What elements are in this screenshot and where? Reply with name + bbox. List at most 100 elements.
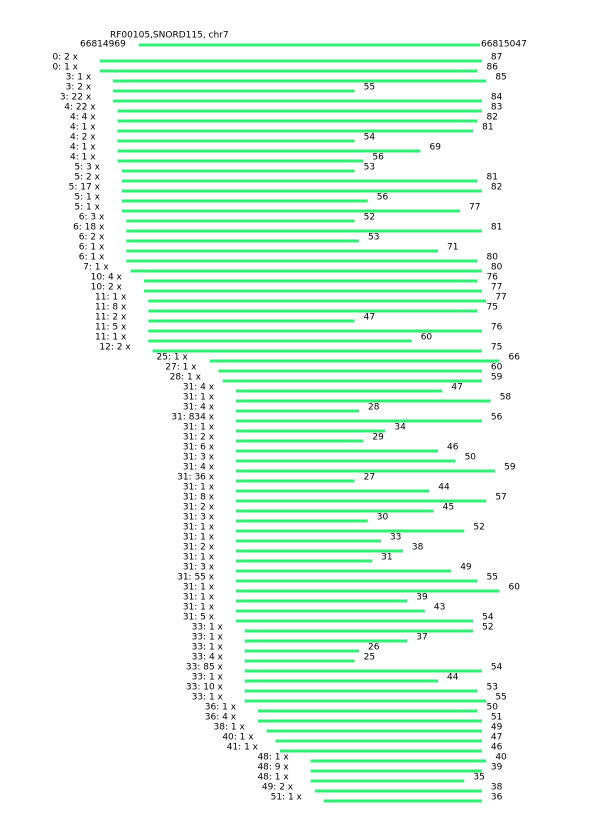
- read-length: 35: [473, 773, 484, 783]
- read-label: 11: 1 x: [95, 333, 127, 343]
- read-label: 10: 2 x: [91, 283, 123, 293]
- read-length: 71: [447, 243, 458, 253]
- read-label: 31: 1 x: [183, 603, 215, 613]
- read-length: 77: [495, 293, 506, 303]
- read-length: 82: [491, 183, 502, 193]
- read-label: 31: 8 x: [183, 493, 215, 503]
- read-label: 12: 2 x: [99, 343, 131, 353]
- read-label: 41: 1 x: [227, 743, 259, 753]
- read-label: 0: 2 x: [52, 53, 78, 63]
- read-label: 4: 1 x: [70, 153, 96, 163]
- read-label: 31: 2 x: [183, 503, 215, 513]
- read-length: 83: [491, 103, 502, 113]
- read-label: 11: 8 x: [95, 303, 127, 313]
- read-length: 44: [447, 673, 459, 683]
- read-length: 30: [377, 513, 389, 523]
- read-length: 80: [487, 253, 499, 263]
- read-label: 31: 1 x: [183, 583, 215, 593]
- title: RF00105,SNORD115, chr7: [110, 31, 229, 41]
- read-length: 50: [487, 703, 499, 713]
- read-label: 5: 1 x: [74, 203, 100, 213]
- read-label: 4: 1 x: [70, 143, 96, 153]
- read-length: 52: [364, 213, 375, 223]
- read-length: 80: [491, 263, 503, 273]
- read-label: 6: 1 x: [79, 243, 105, 253]
- read-label: 31: 3 x: [183, 513, 215, 523]
- read-label: 5: 1 x: [74, 193, 100, 203]
- read-label: 31: 5 x: [183, 613, 215, 623]
- read-length: 55: [364, 83, 375, 93]
- read-label: 31: 1 x: [183, 523, 215, 533]
- read-length: 66: [508, 353, 520, 363]
- read-label: 31: 3 x: [183, 453, 215, 463]
- read-label: 11: 5 x: [95, 323, 127, 333]
- read-length: 39: [416, 593, 428, 603]
- read-label: 31: 1 x: [183, 533, 215, 543]
- read-length: 38: [412, 543, 424, 553]
- read-length: 25: [364, 653, 375, 663]
- read-label: 31: 4 x: [183, 463, 215, 473]
- read-length: 81: [482, 123, 493, 133]
- read-length: 47: [491, 733, 502, 743]
- read-label: 4: 2 x: [70, 133, 96, 143]
- read-label: 38: 1 x: [214, 723, 246, 733]
- read-length: 49: [460, 563, 472, 573]
- read-length: 39: [491, 763, 503, 773]
- read-length: 56: [491, 413, 503, 423]
- read-label: 28: 1 x: [170, 373, 202, 383]
- read-length: 34: [394, 423, 406, 433]
- read-length: 31: [381, 553, 392, 563]
- read-label: 48: 1 x: [257, 753, 289, 763]
- read-label: 25: 1 x: [156, 353, 188, 363]
- read-label: 31: 2 x: [183, 433, 215, 443]
- read-length: 54: [364, 133, 376, 143]
- read-label: 33: 4 x: [192, 653, 224, 663]
- read-label: 5: 17 x: [69, 183, 101, 193]
- read-length: 46: [491, 743, 503, 753]
- read-label: 36: 4 x: [205, 713, 237, 723]
- read-label: 31: 36 x: [177, 473, 215, 483]
- read-length: 85: [495, 73, 506, 83]
- read-label: 48: 9 x: [257, 763, 289, 773]
- read-label: 31: 2 x: [183, 543, 215, 553]
- read-label: 3: 2 x: [66, 83, 92, 93]
- read-label: 0: 1 x: [52, 63, 78, 73]
- read-length: 38: [491, 783, 503, 793]
- read-length: 84: [491, 93, 503, 103]
- read-length: 55: [495, 693, 506, 703]
- read-length: 52: [482, 623, 493, 633]
- read-label: 11: 2 x: [95, 313, 127, 323]
- read-length: 47: [364, 313, 375, 323]
- read-label: 33: 1 x: [192, 643, 224, 653]
- read-label: 31: 834 x: [171, 413, 214, 423]
- read-label: 31: 1 x: [183, 483, 215, 493]
- read-length: 28: [368, 403, 380, 413]
- read-length: 86: [487, 63, 499, 73]
- read-length: 60: [508, 583, 520, 593]
- read-label: 31: 4 x: [183, 403, 215, 413]
- read-length: 46: [447, 443, 459, 453]
- read-length: 54: [482, 613, 494, 623]
- read-length: 60: [491, 363, 503, 373]
- read-length: 55: [487, 573, 498, 583]
- read-label: 3: 1 x: [66, 73, 92, 83]
- read-label: 36: 1 x: [205, 703, 237, 713]
- read-label: 6: 18 x: [73, 223, 105, 233]
- read-label: 33: 1 x: [192, 673, 224, 683]
- read-label: 4: 1 x: [70, 123, 96, 133]
- read-label: 31: 1 x: [183, 393, 215, 403]
- read-length: 53: [487, 683, 498, 693]
- read-length: 82: [487, 113, 498, 123]
- read-length: 59: [504, 463, 516, 473]
- read-label: 51: 1 x: [271, 793, 303, 803]
- read-length: 58: [500, 393, 512, 403]
- read-label: 31: 55 x: [177, 573, 215, 583]
- read-length: 43: [434, 603, 445, 613]
- read-label: 40: 1 x: [222, 733, 254, 743]
- read-length: 69: [429, 143, 441, 153]
- read-label: 31: 1 x: [183, 553, 215, 563]
- read-length: 77: [491, 283, 502, 293]
- read-length: 45: [443, 503, 454, 513]
- read-label: 4: 22 x: [64, 103, 96, 113]
- read-label: 5: 3 x: [74, 163, 100, 173]
